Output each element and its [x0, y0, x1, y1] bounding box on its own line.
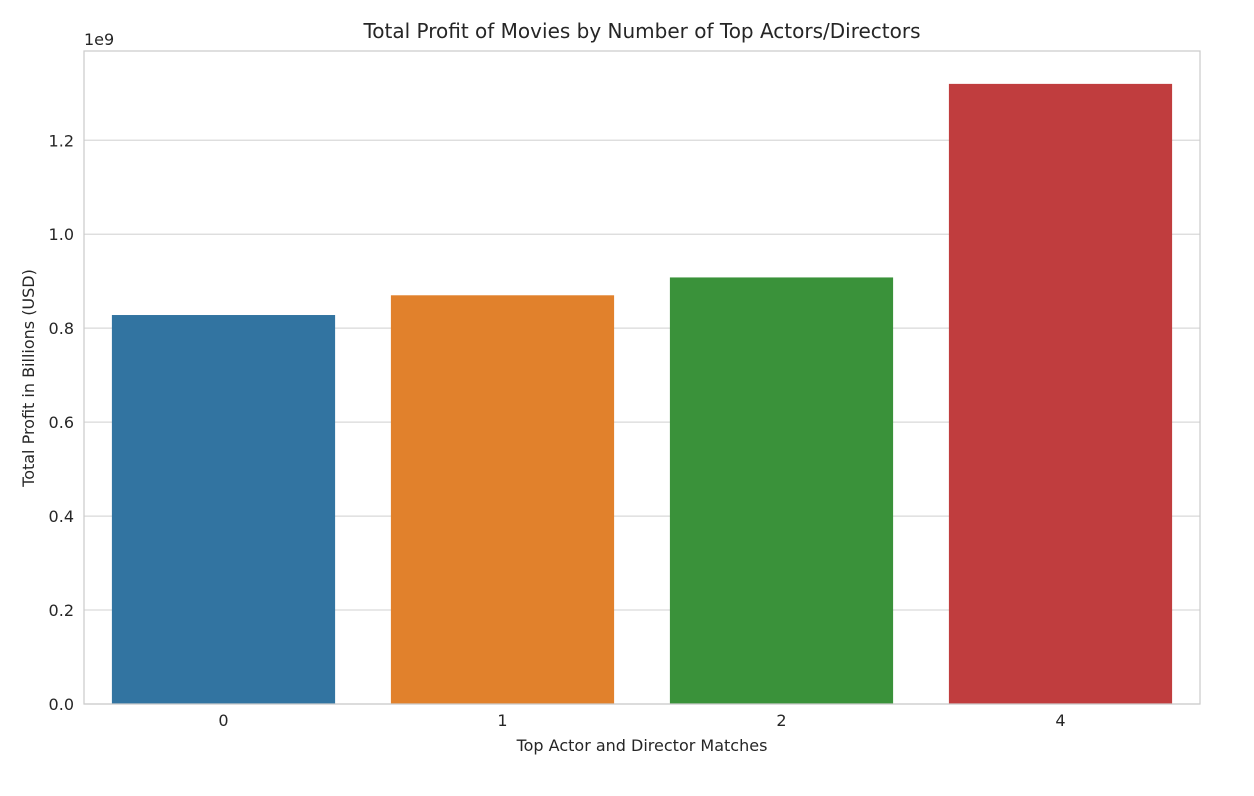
y-tick-label: 1.2 — [49, 131, 74, 150]
y-tick-label: 0.8 — [49, 319, 74, 338]
bar-2 — [669, 277, 894, 704]
bar-0 — [111, 315, 336, 704]
bar-1 — [390, 295, 615, 704]
y-tick-label: 1.0 — [49, 225, 74, 244]
y-tick-label: 0.0 — [49, 695, 74, 714]
plot-frame — [83, 50, 1201, 705]
x-axis-ticks: 0 1 2 4 — [218, 711, 1065, 730]
y-axis-offset-label: 1e9 — [84, 30, 114, 49]
y-tick-label: 0.2 — [49, 601, 74, 620]
x-tick-label: 4 — [1055, 711, 1065, 730]
x-tick-label: 2 — [776, 711, 786, 730]
x-axis-label: Top Actor and Director Matches — [516, 736, 768, 755]
bar-4 — [948, 83, 1173, 705]
y-axis-ticks: 0.0 0.2 0.4 0.6 0.8 1.0 1.2 — [49, 131, 74, 714]
y-tick-label: 0.4 — [49, 507, 74, 526]
x-tick-label: 0 — [218, 711, 228, 730]
bars — [111, 83, 1173, 705]
chart-title: Total Profit of Movies by Number of Top … — [362, 19, 920, 43]
y-axis-label: Total Profit in Billions (USD) — [19, 269, 38, 488]
y-tick-label: 0.6 — [49, 413, 74, 432]
x-tick-label: 1 — [497, 711, 507, 730]
